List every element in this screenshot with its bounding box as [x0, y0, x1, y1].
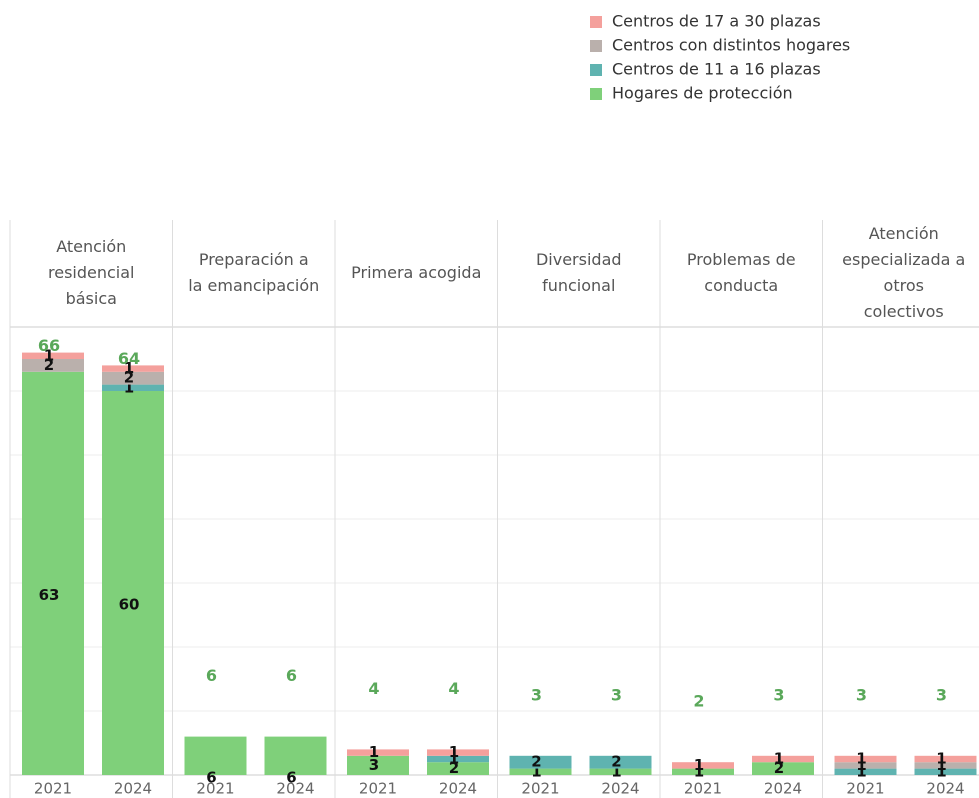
bar-segment	[347, 749, 409, 756]
bar-segment	[427, 755, 489, 763]
bar-segment	[102, 391, 164, 775]
legend-label: Hogares de protección	[612, 84, 793, 103]
segment-label: 2	[611, 753, 621, 771]
legend-swatch	[590, 64, 602, 76]
bar-segment	[102, 365, 164, 372]
segment-label: 1	[124, 378, 134, 396]
segment-label: 1	[449, 743, 459, 761]
panel-header: Preparación a la emancipación	[188, 250, 319, 295]
x-tick-label: 2024	[114, 780, 152, 798]
segment-label: 1	[936, 750, 946, 768]
bar-segment	[22, 359, 84, 372]
x-tick-label: 2021	[846, 780, 884, 798]
bar-segment	[752, 762, 814, 775]
segment-label: 1	[694, 762, 704, 780]
bar-segment	[427, 749, 489, 756]
total-label: 66	[38, 336, 60, 355]
total-label: 3	[531, 685, 542, 704]
segment-label: 2	[449, 759, 459, 777]
total-label: 6	[206, 666, 217, 685]
x-tick-label: 2024	[601, 780, 639, 798]
total-label: 3	[611, 685, 622, 704]
segment-label: 60	[119, 596, 140, 614]
x-tick-label: 2021	[34, 780, 72, 798]
legend-swatch	[590, 88, 602, 100]
bar-segment	[427, 762, 489, 775]
bar-segment	[22, 371, 84, 775]
bar-segment	[914, 768, 977, 775]
bar-segment	[672, 768, 734, 775]
segment-label: 2	[124, 369, 134, 387]
total-label: 4	[368, 679, 379, 698]
total-label: 4	[448, 679, 459, 698]
segment-label: 63	[39, 586, 60, 604]
total-label: 3	[773, 685, 784, 704]
panel-header: Primera acogida	[351, 263, 481, 282]
segment-label: 2	[531, 753, 541, 771]
segment-label: 1	[856, 762, 866, 780]
x-tick-label: 2021	[359, 780, 397, 798]
segment-label: 1	[936, 762, 946, 780]
segment-label: 1	[369, 743, 379, 761]
total-label: 3	[856, 685, 867, 704]
segment-label: 2	[774, 759, 784, 777]
legend-label: Centros de 11 a 16 plazas	[612, 60, 821, 79]
panel-header: Diversidad funcional	[536, 250, 622, 295]
segment-label: 1	[694, 756, 704, 774]
segment-label: 6	[206, 768, 216, 786]
segment-label: 1	[124, 359, 134, 377]
segment-label: 1	[774, 750, 784, 768]
bar-segment	[914, 755, 977, 763]
segment-label: 6	[286, 768, 296, 786]
bar-segment	[102, 384, 164, 391]
x-tick-label: 2024	[764, 780, 802, 798]
panel-header: Atención especializada a otros colectivos	[842, 224, 965, 321]
total-label: 64	[118, 349, 140, 368]
legend-label: Centros de 17 a 30 plazas	[612, 12, 821, 31]
segment-label: 1	[936, 756, 946, 774]
bar-segment	[509, 768, 572, 775]
bar-segment	[509, 755, 572, 769]
segment-label: 1	[44, 346, 54, 364]
legend-swatch	[590, 16, 602, 28]
segment-label: 1	[531, 762, 541, 780]
x-tick-label: 2021	[521, 780, 559, 798]
bar-segment	[752, 755, 814, 763]
segment-label: 1	[611, 762, 621, 780]
x-tick-label: 2021	[196, 780, 234, 798]
bar-segment	[589, 755, 652, 769]
bar-segment	[22, 352, 84, 359]
bar-segment	[834, 755, 897, 763]
bar-segment	[589, 768, 652, 775]
bar-segment	[672, 762, 734, 769]
segment-label: 1	[856, 756, 866, 774]
x-tick-label: 2024	[439, 780, 477, 798]
segment-label: 2	[44, 356, 54, 374]
bar-segment	[102, 371, 164, 385]
legend-label: Centros con distintos hogares	[612, 36, 850, 55]
bar-segment	[184, 736, 247, 775]
segment-label: 1	[449, 750, 459, 768]
bar-segment	[264, 736, 327, 775]
total-label: 6	[286, 666, 297, 685]
panel-header: Atención residencial básica	[48, 237, 134, 308]
panel-header: Problemas de conducta	[687, 250, 796, 295]
bar-segment	[914, 762, 977, 769]
total-label: 2	[693, 692, 704, 711]
segment-label: 1	[856, 750, 866, 768]
segment-label: 3	[369, 756, 379, 774]
x-tick-label: 2021	[684, 780, 722, 798]
bar-segment	[834, 768, 897, 775]
bar-segment	[347, 755, 409, 775]
x-tick-label: 2024	[926, 780, 964, 798]
x-tick-label: 2024	[276, 780, 314, 798]
legend-swatch	[590, 40, 602, 52]
bar-segment	[834, 762, 897, 769]
total-label: 3	[936, 685, 947, 704]
